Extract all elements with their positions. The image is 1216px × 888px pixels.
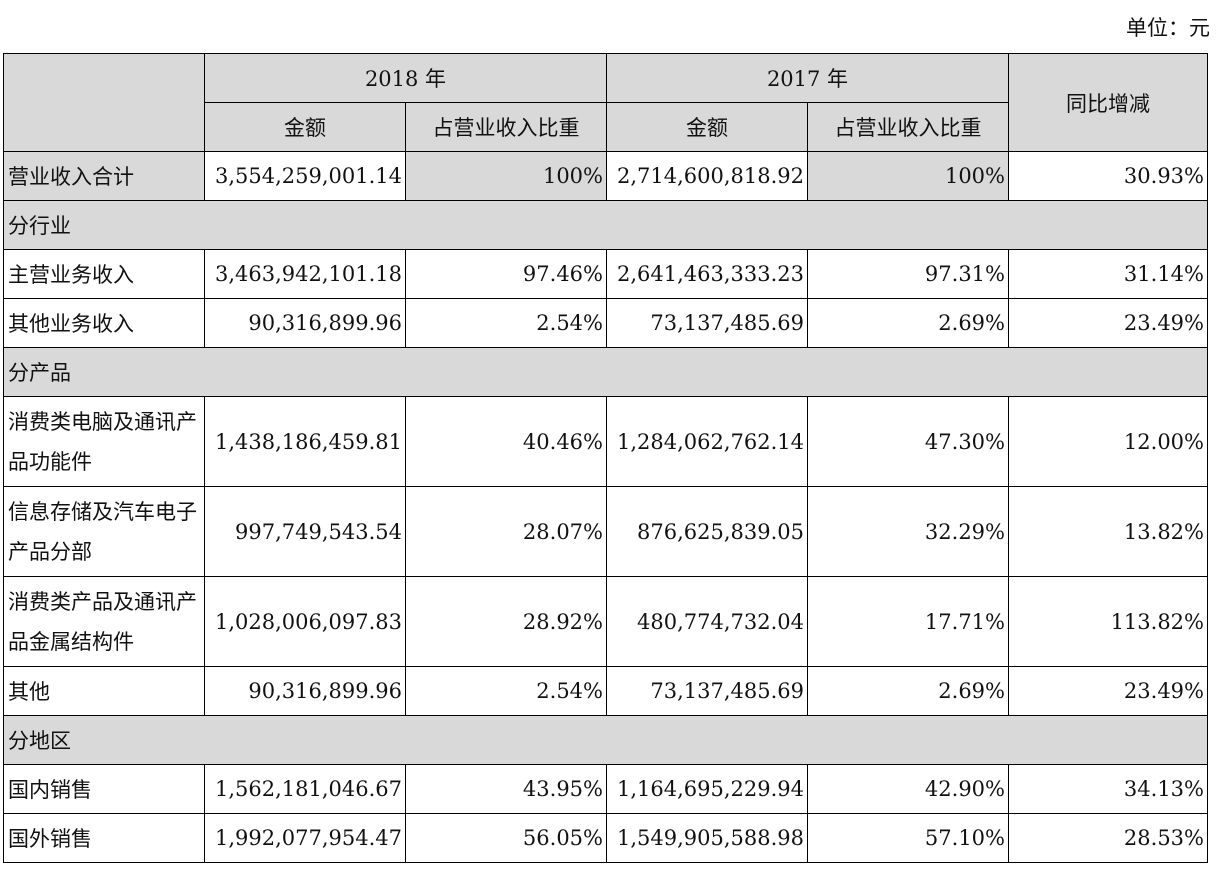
ratio-2018: 97.46% <box>405 249 607 299</box>
header-row-years: 2018 年 2017 年 同比增减 <box>3 53 1208 152</box>
row-label: 其他业务收入 <box>3 298 205 348</box>
ratio-2017: 2.69% <box>807 298 1009 348</box>
header-amount-2018: 金额 <box>204 102 406 152</box>
amount-2018: 997,749,543.54 <box>204 486 406 577</box>
row-label: 消费类产品及通讯产品金属结构件 <box>3 576 205 667</box>
ratio-2017: 17.71% <box>807 576 1009 667</box>
header-2018: 2018 年 <box>204 53 607 103</box>
row-label: 国外销售 <box>3 813 205 863</box>
table-row: 其他 90,316,899.96 2.54% 73,137,485.69 2.6… <box>3 666 1208 716</box>
total-row: 营业收入合计 3,554,259,001.14 100% 2,714,600,8… <box>3 151 1208 201</box>
yoy-change: 30.93% <box>1008 151 1208 201</box>
header-ratio-2017: 占营业收入比重 <box>807 102 1009 152</box>
ratio-2017: 100% <box>807 151 1009 201</box>
table-row: 消费类产品及通讯产品金属结构件 1,028,006,097.83 28.92% … <box>3 576 1208 667</box>
row-label: 其他 <box>3 666 205 716</box>
ratio-2018: 28.07% <box>405 486 607 577</box>
yoy-change: 28.53% <box>1008 813 1208 863</box>
yoy-change: 23.49% <box>1008 666 1208 716</box>
amount-2018: 3,463,942,101.18 <box>204 249 406 299</box>
header-2017: 2017 年 <box>606 53 1009 103</box>
amount-2017: 876,625,839.05 <box>606 486 808 577</box>
amount-2017: 1,549,905,588.98 <box>606 813 808 863</box>
row-label: 营业收入合计 <box>3 151 205 201</box>
amount-2018: 1,562,181,046.67 <box>204 764 406 814</box>
section-label: 分产品 <box>3 347 1208 397</box>
yoy-change: 34.13% <box>1008 764 1208 814</box>
row-label: 消费类电脑及通讯产品功能件 <box>3 396 205 487</box>
section-label: 分行业 <box>3 200 1208 250</box>
ratio-2018: 40.46% <box>405 396 607 487</box>
ratio-2017: 57.10% <box>807 813 1009 863</box>
ratio-2017: 42.90% <box>807 764 1009 814</box>
amount-2017: 73,137,485.69 <box>606 298 808 348</box>
amount-2018: 90,316,899.96 <box>204 298 406 348</box>
section-row-product: 分产品 <box>3 347 1208 397</box>
table-row: 信息存储及汽车电子产品分部 997,749,543.54 28.07% 876,… <box>3 486 1208 577</box>
revenue-table: 2018 年 2017 年 同比增减 金额 占营业收入比重 金额 占营业收入比重… <box>3 53 1208 863</box>
row-label: 信息存储及汽车电子产品分部 <box>3 486 205 577</box>
ratio-2018: 2.54% <box>405 666 607 716</box>
ratio-2017: 32.29% <box>807 486 1009 577</box>
amount-2018: 1,028,006,097.83 <box>204 576 406 667</box>
table-row: 国内销售 1,562,181,046.67 43.95% 1,164,695,2… <box>3 764 1208 814</box>
table-row: 消费类电脑及通讯产品功能件 1,438,186,459.81 40.46% 1,… <box>3 396 1208 487</box>
table-row: 国外销售 1,992,077,954.47 56.05% 1,549,905,5… <box>3 813 1208 863</box>
header-row-columns: 金额 占营业收入比重 金额 占营业收入比重 <box>4 102 1208 152</box>
amount-2018: 1,438,186,459.81 <box>204 396 406 487</box>
amount-2017: 2,714,600,818.92 <box>606 151 808 201</box>
row-label: 主营业务收入 <box>3 249 205 299</box>
header-corner-cell <box>3 53 205 152</box>
header-yoy: 同比增减 <box>1008 53 1208 152</box>
table-row: 其他业务收入 90,316,899.96 2.54% 73,137,485.69… <box>3 298 1208 348</box>
section-row-region: 分地区 <box>3 715 1208 765</box>
amount-2017: 2,641,463,333.23 <box>606 249 808 299</box>
amount-2018: 90,316,899.96 <box>204 666 406 716</box>
amount-2017: 1,284,062,762.14 <box>606 396 808 487</box>
amount-2018: 1,992,077,954.47 <box>204 813 406 863</box>
ratio-2018: 28.92% <box>405 576 607 667</box>
yoy-change: 13.82% <box>1008 486 1208 577</box>
table-row: 主营业务收入 3,463,942,101.18 97.46% 2,641,463… <box>3 249 1208 299</box>
yoy-change: 113.82% <box>1008 576 1208 667</box>
ratio-2018: 2.54% <box>405 298 607 348</box>
ratio-2018: 100% <box>405 151 607 201</box>
ratio-2018: 56.05% <box>405 813 607 863</box>
ratio-2017: 2.69% <box>807 666 1009 716</box>
header-ratio-2018: 占营业收入比重 <box>405 102 607 152</box>
ratio-2017: 97.31% <box>807 249 1009 299</box>
unit-label: 单位：元 <box>1126 16 1210 40</box>
row-label: 国内销售 <box>3 764 205 814</box>
amount-2018: 3,554,259,001.14 <box>204 151 406 201</box>
header-amount-2017: 金额 <box>606 102 808 152</box>
ratio-2018: 43.95% <box>405 764 607 814</box>
amount-2017: 73,137,485.69 <box>606 666 808 716</box>
ratio-2017: 47.30% <box>807 396 1009 487</box>
yoy-change: 31.14% <box>1008 249 1208 299</box>
yoy-change: 23.49% <box>1008 298 1208 348</box>
section-label: 分地区 <box>3 715 1208 765</box>
yoy-change: 12.00% <box>1008 396 1208 487</box>
amount-2017: 1,164,695,229.94 <box>606 764 808 814</box>
section-row-industry: 分行业 <box>3 200 1208 250</box>
amount-2017: 480,774,732.04 <box>606 576 808 667</box>
